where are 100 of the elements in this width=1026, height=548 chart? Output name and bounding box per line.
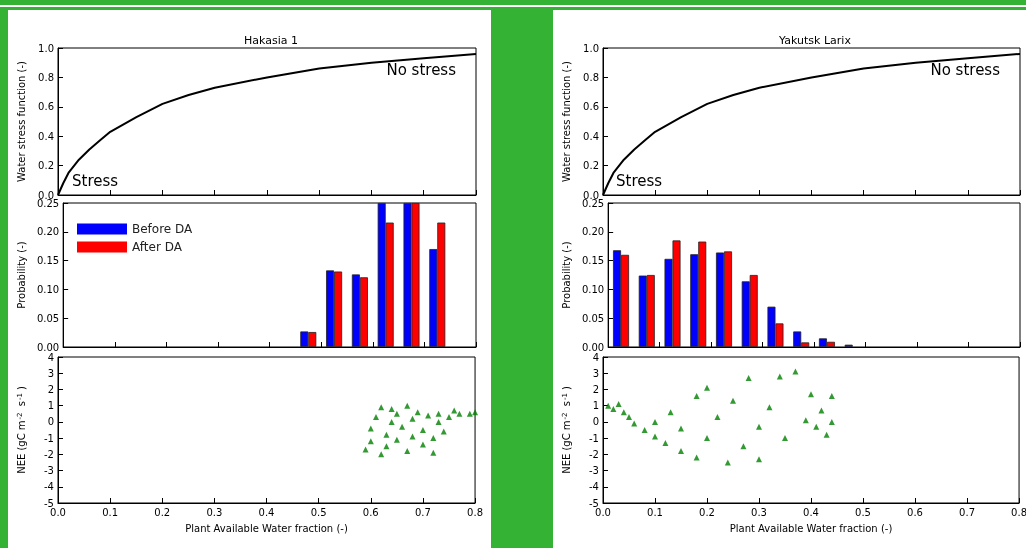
- point: [430, 435, 437, 442]
- y-tick-label: -3: [589, 465, 599, 477]
- y-tick-label: -4: [44, 481, 54, 493]
- x-tick-label: 0.1: [647, 506, 663, 518]
- x-tick-label: 0.6: [907, 506, 923, 518]
- x-tick-label: 0.8: [467, 506, 483, 518]
- legend-label: Before DA: [132, 222, 194, 236]
- x-tick-label: 0.8: [1011, 506, 1026, 518]
- point: [399, 423, 406, 430]
- annotation: No stress: [930, 60, 1001, 79]
- x-tick-label: 0.4: [258, 506, 275, 518]
- y-tick-label: 0.05: [36, 312, 60, 324]
- point: [766, 404, 773, 411]
- point: [740, 443, 747, 450]
- x-tick-label: 0.6: [362, 506, 379, 518]
- point: [667, 409, 674, 416]
- y-axis-title: Probability (-): [560, 241, 572, 309]
- y-tick-label: -2: [44, 448, 54, 460]
- point: [704, 384, 711, 391]
- y-tick-label: 0.10: [36, 283, 60, 295]
- y-tick-label: 1: [592, 400, 599, 412]
- point: [714, 414, 721, 421]
- annotation: Stress: [72, 171, 119, 190]
- point: [440, 428, 447, 435]
- x-axis-title: Plant Available Water fraction (-): [185, 522, 348, 534]
- point: [678, 425, 685, 432]
- y-tick-label: 0.2: [583, 160, 599, 172]
- point: [445, 414, 452, 421]
- annotation: Stress: [616, 171, 663, 190]
- point: [472, 409, 479, 416]
- y-tick-label: 3: [47, 367, 54, 379]
- point: [792, 368, 799, 375]
- point: [419, 427, 426, 433]
- y-tick-label: -2: [589, 448, 599, 460]
- y-tick-label: 0.4: [38, 130, 54, 142]
- point: [652, 418, 659, 425]
- point: [383, 431, 390, 438]
- point: [383, 443, 390, 450]
- y-tick-label: -1: [44, 432, 54, 444]
- point: [813, 423, 820, 430]
- point: [631, 420, 638, 427]
- point: [388, 418, 395, 425]
- y-tick-label: 0.20: [36, 226, 60, 238]
- y-axis-title: Water stress function (-): [560, 60, 572, 182]
- y-tick-label: 2: [592, 383, 599, 395]
- y-tick-label: -5: [589, 497, 599, 509]
- point: [704, 435, 711, 442]
- point: [388, 405, 395, 412]
- point: [818, 407, 825, 414]
- y-tick-label: 1: [47, 400, 54, 412]
- y-tick-label: -4: [589, 481, 599, 493]
- point: [419, 441, 426, 448]
- point: [393, 410, 400, 417]
- point: [451, 407, 458, 414]
- y-tick-label: 0.05: [581, 312, 605, 324]
- point: [404, 402, 411, 409]
- y-tick-label: 4: [47, 351, 54, 363]
- y-tick-label: 1.0: [583, 42, 599, 54]
- y-axis-title: Probability (-): [15, 241, 27, 309]
- y-tick-label: 0.00: [36, 341, 60, 353]
- point: [373, 414, 379, 421]
- y-tick-label: 0.6: [583, 101, 599, 113]
- chart-title: Hakasia 1: [244, 34, 298, 47]
- x-tick-label: 0.7: [959, 506, 975, 518]
- point: [693, 454, 700, 461]
- y-tick-label: 0.20: [581, 226, 605, 238]
- y-tick-label: 2: [47, 383, 54, 395]
- annotation: No stress: [386, 60, 457, 79]
- x-tick-label: 0.3: [751, 506, 767, 518]
- y-tick-label: 0.00: [581, 341, 605, 353]
- x-tick-label: 0.4: [803, 506, 819, 518]
- y-tick-label: 4: [592, 351, 599, 363]
- point: [782, 435, 789, 442]
- point: [823, 431, 830, 438]
- point: [626, 414, 632, 421]
- point: [435, 410, 442, 417]
- point: [435, 418, 442, 425]
- point: [652, 433, 659, 440]
- point: [745, 375, 752, 382]
- x-tick-label: 0.5: [310, 506, 327, 518]
- y-tick-label: -1: [589, 432, 599, 444]
- y-tick-label: -5: [44, 497, 54, 509]
- legend-label: After DA: [132, 240, 183, 254]
- point: [808, 391, 815, 398]
- point: [662, 439, 669, 446]
- y-tick-label: -3: [44, 465, 54, 477]
- y-tick-label: 3: [592, 367, 599, 379]
- x-tick-label: 0.7: [414, 506, 431, 518]
- x-tick-label: 0.1: [102, 506, 119, 518]
- point: [641, 427, 648, 433]
- point: [756, 456, 763, 463]
- y-tick-label: 0.10: [581, 283, 605, 295]
- x-axis-title: Plant Available Water fraction (-): [729, 522, 893, 534]
- y-tick-label: 1.0: [38, 42, 54, 54]
- x-tick-label: 0.2: [154, 506, 171, 518]
- point: [756, 423, 763, 430]
- point: [409, 415, 416, 422]
- y-axis-title: Water stress function (-): [15, 60, 27, 182]
- chart-title: Yakutsk Larix: [778, 34, 852, 47]
- point: [730, 397, 737, 404]
